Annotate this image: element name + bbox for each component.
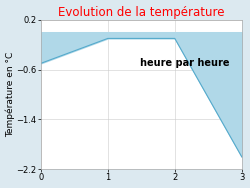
- Title: Evolution de la température: Evolution de la température: [58, 6, 224, 19]
- Text: heure par heure: heure par heure: [140, 58, 230, 68]
- Y-axis label: Température en °C: Température en °C: [6, 52, 15, 137]
